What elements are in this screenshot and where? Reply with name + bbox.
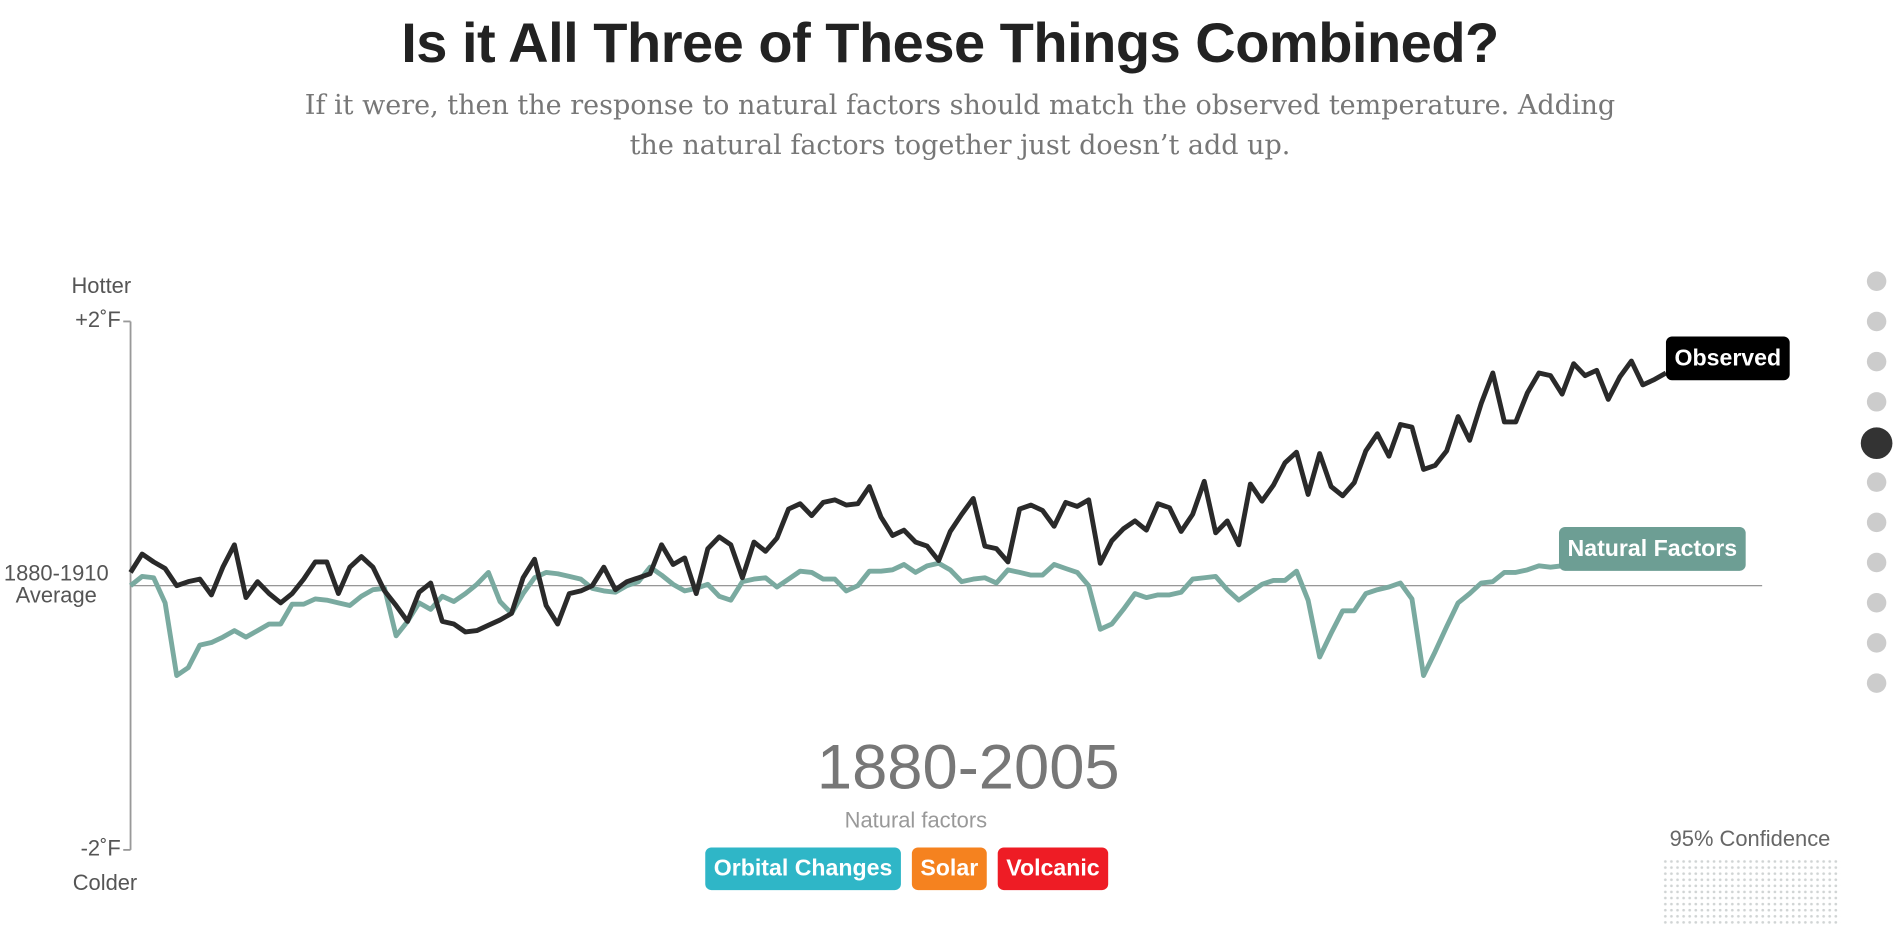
nav-dot[interactable] [1866, 392, 1887, 412]
control-button[interactable]: Solar [911, 847, 987, 891]
y-axis-bottom-label: Colder [73, 870, 138, 895]
series-label-box [1665, 336, 1790, 381]
confidence-label: 95% Confidence [1670, 826, 1831, 851]
confidence-swatch [1661, 858, 1841, 926]
nav-dot-active[interactable] [1860, 427, 1893, 460]
nav-dot[interactable] [1866, 592, 1887, 613]
nav-dot[interactable] [1866, 311, 1887, 332]
control-button-label: Orbital Changes [714, 854, 893, 880]
control-button-box [911, 847, 987, 891]
y-tick-label: 1880-1910 Average [4, 560, 109, 607]
series-label-text: Observed [1674, 345, 1781, 371]
control-button[interactable]: Volcanic [997, 847, 1109, 891]
series-line [129, 560, 1574, 678]
control-button-box [705, 847, 901, 891]
controls-label: Natural factors [845, 808, 987, 833]
control-button[interactable]: Orbital Changes [705, 847, 901, 891]
nav-dot[interactable] [1866, 472, 1887, 492]
nav-dot[interactable] [1866, 633, 1887, 653]
chart-subtitle: If it were, then the response to natural… [304, 90, 1616, 161]
nav-dot[interactable] [1866, 351, 1887, 372]
period-label: 1880-2005 [817, 733, 1120, 803]
nav-dot[interactable] [1866, 271, 1887, 292]
chart-title: Is it All Three of These Things Combined… [401, 11, 1499, 74]
nav-dot[interactable] [1866, 552, 1887, 573]
control-button-box [997, 847, 1109, 891]
series-line [128, 358, 1668, 635]
control-button-label: Solar [920, 854, 978, 880]
series-label: Natural Factors [1558, 526, 1746, 571]
series-label: Observed [1665, 336, 1790, 381]
control-button-label: Volcanic [1006, 854, 1100, 880]
nav-dots [1860, 271, 1893, 693]
series-label-box [1558, 526, 1746, 571]
nav-dot[interactable] [1866, 673, 1887, 693]
y-tick-label: -2˚F [81, 836, 121, 861]
y-axis-top-label: Hotter [71, 273, 131, 298]
nav-dot[interactable] [1866, 512, 1887, 533]
y-tick-label: +2˚F [75, 307, 121, 332]
series-label-text: Natural Factors [1568, 535, 1738, 561]
